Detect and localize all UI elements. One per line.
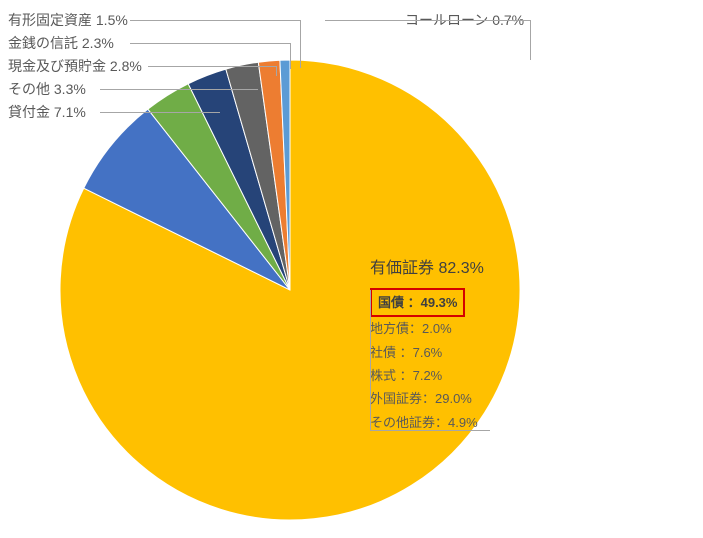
leader-line-8	[530, 20, 531, 60]
securities-detail-row-3: 外国証券：29.0%	[370, 387, 484, 410]
leader-line-2	[130, 43, 290, 44]
leader-line-10	[370, 290, 371, 430]
securities-detail-row-1: 社債 ：7.6%	[370, 341, 484, 364]
label-other: その他 3.3%	[8, 79, 86, 99]
pie-chart	[0, 0, 703, 533]
securities-detail-box: 有価証券 82.3% 国債 ：49.3% 地方債：2.0%社債 ：7.6%株式 …	[370, 255, 484, 434]
leader-line-6	[100, 89, 258, 90]
leader-line-5	[276, 66, 277, 76]
label-trust: 金銭の信託 2.3%	[8, 33, 114, 53]
securities-detail-row-2: 株式 ：7.2%	[370, 364, 484, 387]
leader-line-1	[300, 20, 301, 68]
leader-line-4	[148, 66, 276, 67]
securities-detail-row-0: 地方債：2.0%	[370, 317, 484, 340]
leader-line-3	[290, 43, 291, 69]
pie-chart-container	[0, 0, 703, 533]
label-loans: 貸付金 7.1%	[8, 102, 86, 122]
securities-detail-title: 有価証券 82.3%	[370, 255, 484, 284]
leader-line-11	[370, 430, 490, 431]
securities-highlight: 国債 ：49.3%	[370, 288, 465, 317]
label-tangible: 有形固定資産 1.5%	[8, 10, 128, 30]
label-cash: 現金及び預貯金 2.8%	[8, 56, 142, 76]
leader-line-0	[130, 20, 300, 21]
leader-line-7	[100, 112, 220, 113]
leader-line-9	[325, 20, 530, 21]
